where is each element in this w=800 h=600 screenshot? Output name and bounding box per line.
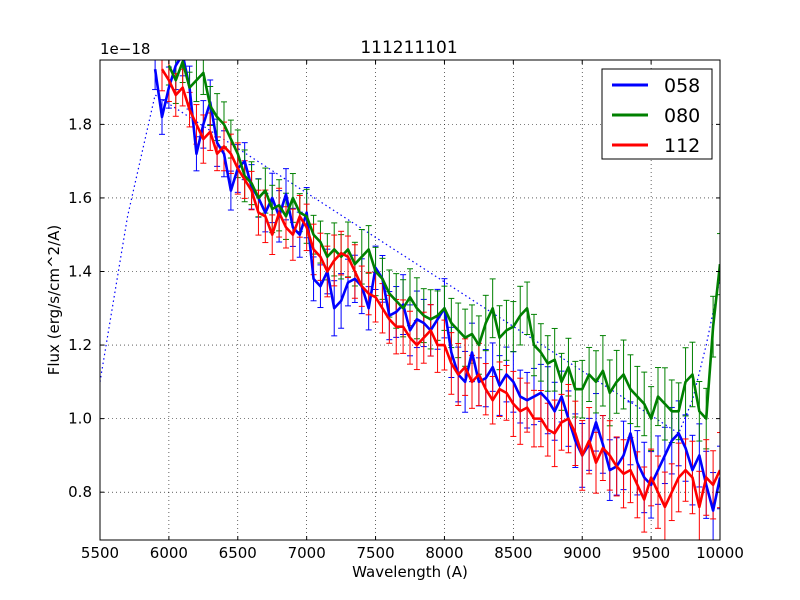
- x-axis-label: Wavelength (A): [352, 563, 468, 581]
- x-tick-label: 8500: [494, 544, 532, 562]
- y-tick-label: 0.8: [68, 483, 92, 501]
- legend-label-080: 080: [664, 105, 700, 127]
- y-tick-label: 1.0: [68, 410, 92, 428]
- dotted-reference-line: [100, 93, 720, 435]
- y-tick-label: 1.2: [68, 336, 92, 354]
- y-tick-label: 1.4: [68, 262, 92, 280]
- ticks: 5500 6000 6500 7000 7500 8000 8500 9000 9500 1000…: [68, 60, 744, 562]
- x-tick-label: 6500: [219, 544, 257, 562]
- data-layer: [100, 60, 720, 540]
- y-tick-label: 1.6: [68, 189, 92, 207]
- series-line-112: [160, 68, 720, 509]
- chart-title: 111211101: [360, 38, 457, 58]
- plot-frame: [99, 59, 721, 541]
- x-tick-label: 8000: [425, 544, 463, 562]
- x-tick-label: 5500: [81, 544, 119, 562]
- legend-label-112: 112: [664, 135, 700, 157]
- series-line-058: [153, 60, 720, 512]
- x-tick-label: 9500: [632, 544, 670, 562]
- y-axis-label: Flux (erg/s/cm^2/A): [45, 225, 63, 376]
- x-tick-label: 6000: [150, 544, 188, 562]
- legend-label-058: 058: [664, 75, 700, 97]
- x-tick-label: 10000: [696, 544, 744, 562]
- legend: 058 080 112: [601, 68, 713, 160]
- series-line-080: [167, 60, 720, 420]
- y-scale-offset: 1e−18: [100, 40, 150, 58]
- y-tick-label: 1.8: [68, 115, 92, 133]
- x-tick-label: 7500: [356, 544, 394, 562]
- x-tick-label: 9000: [563, 544, 601, 562]
- x-tick-label: 7000: [288, 544, 326, 562]
